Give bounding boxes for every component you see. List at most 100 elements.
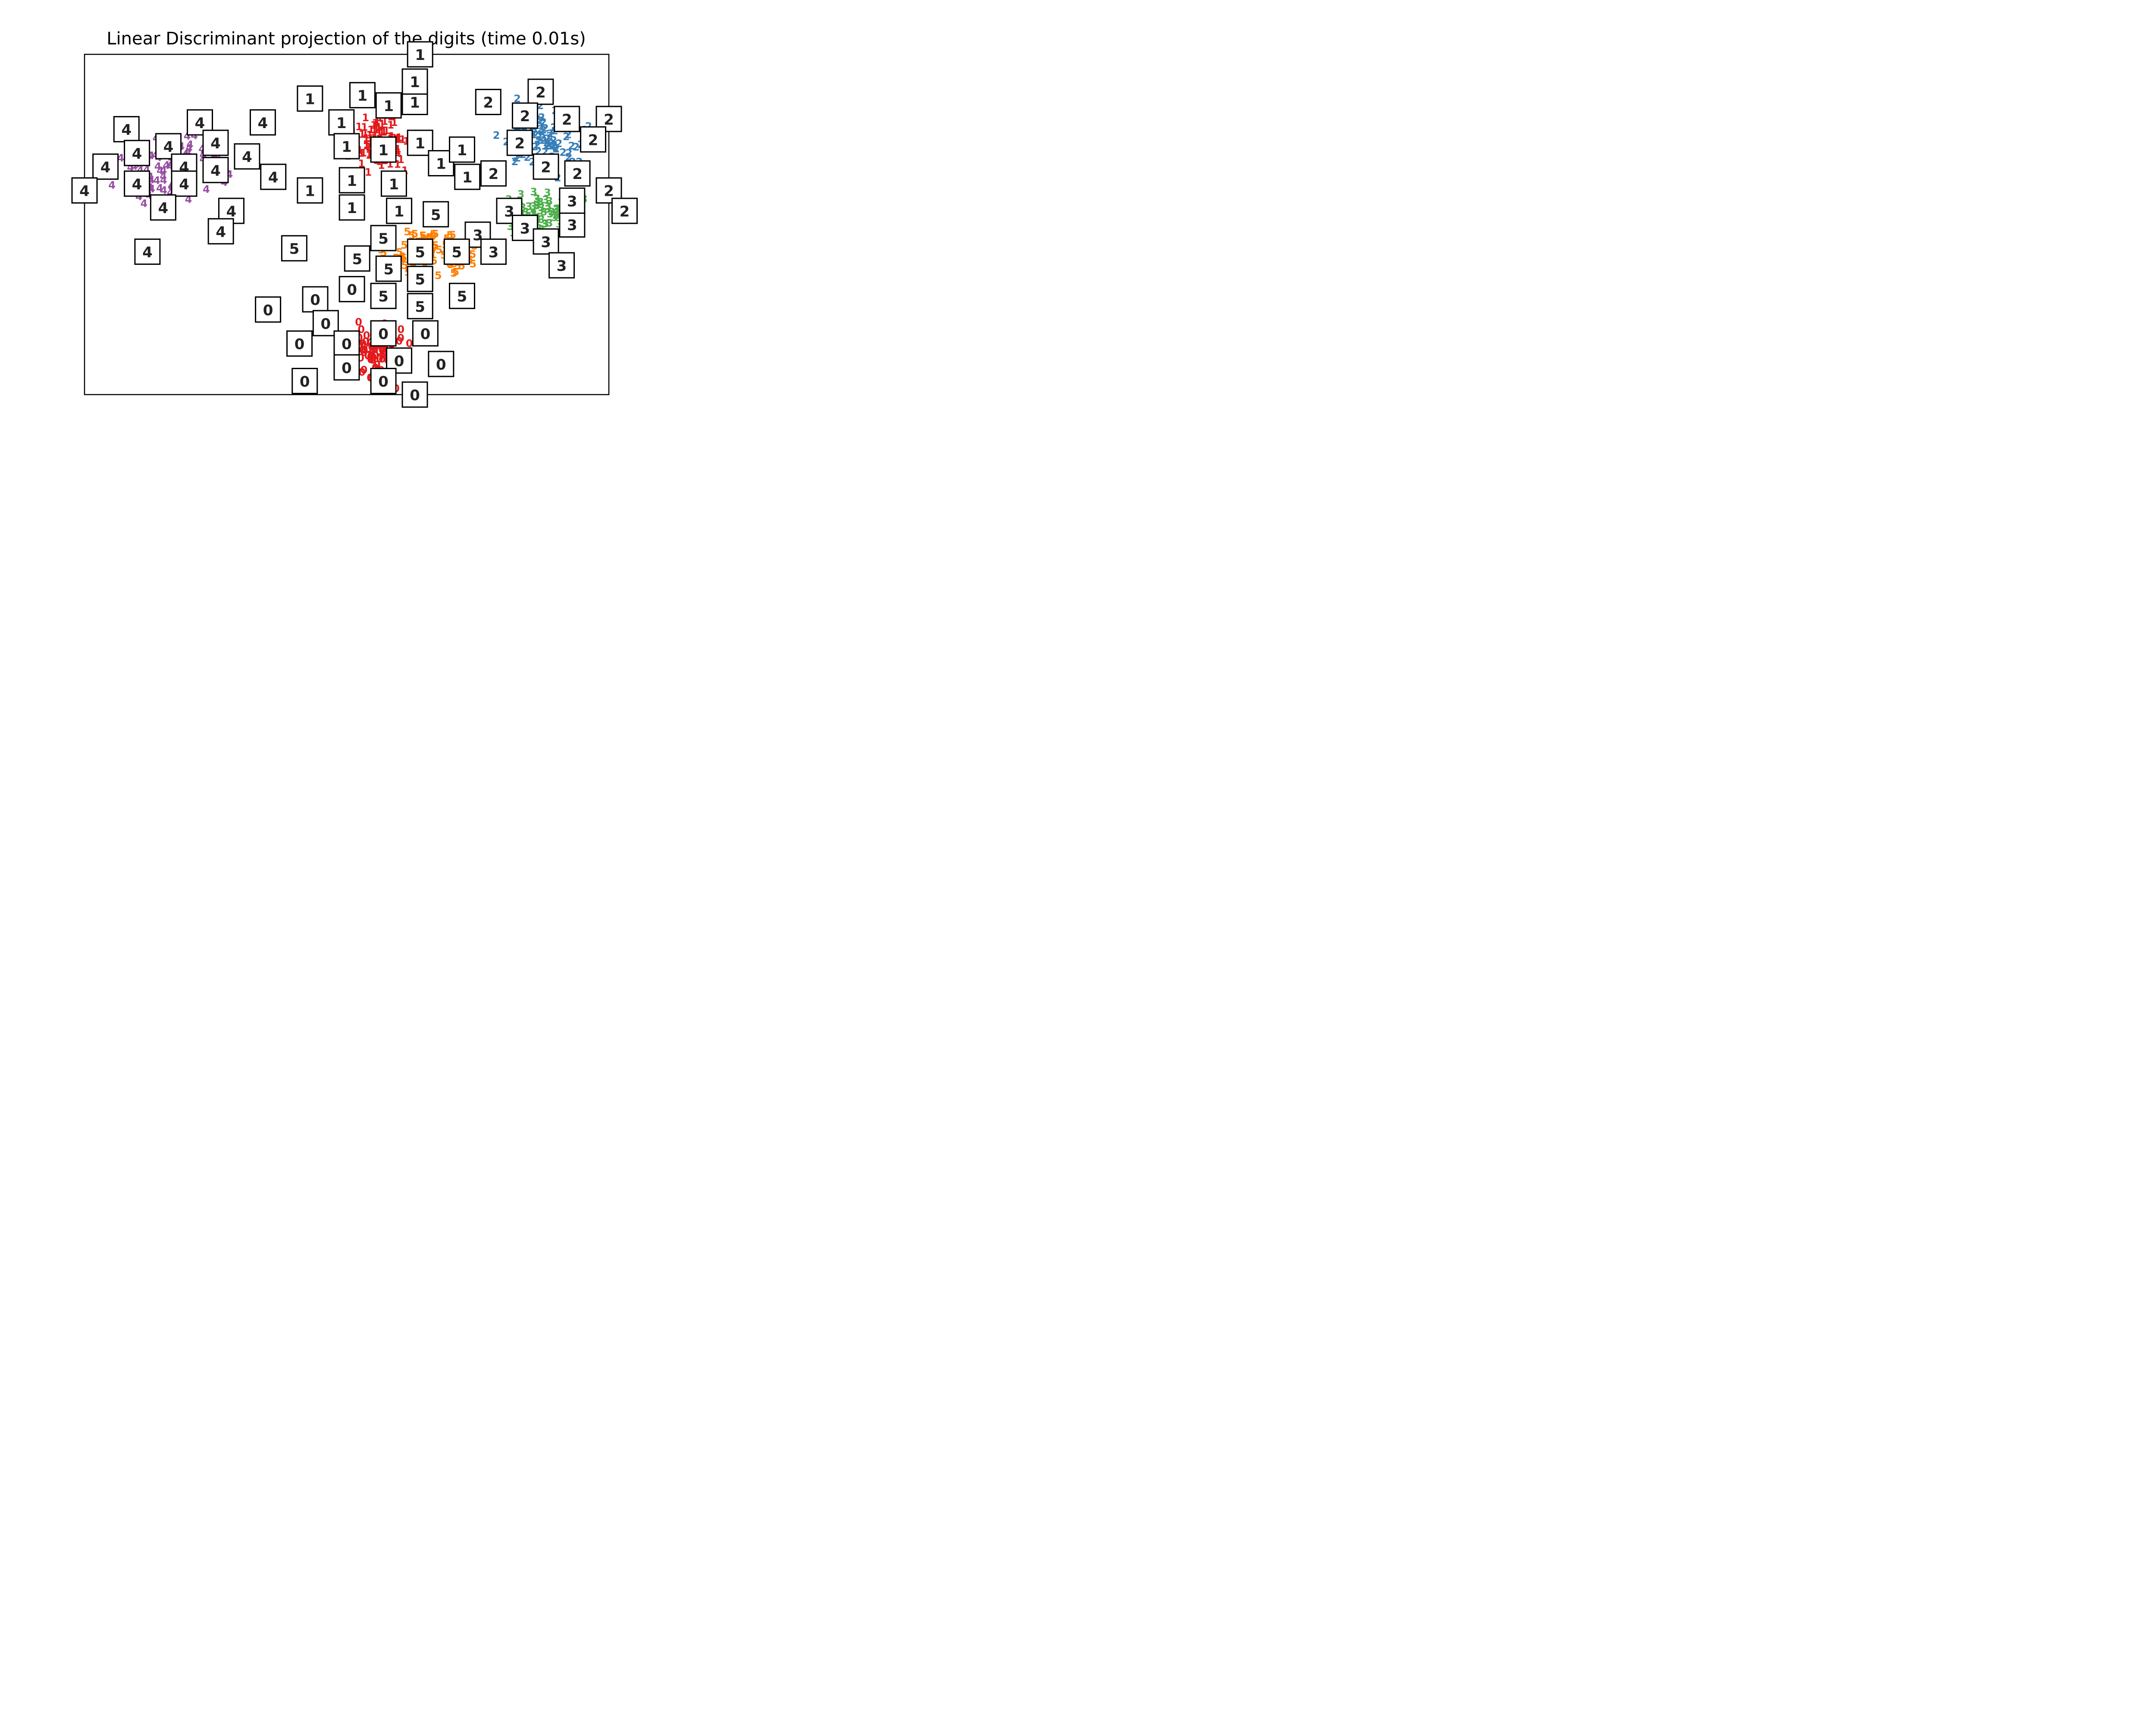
digit-point-3: 3 [537, 205, 544, 217]
digit-thumbnail-5: 5 [407, 266, 433, 292]
digit-thumbnail-0: 0 [370, 320, 397, 347]
digit-point-2: 2 [553, 143, 560, 155]
digit-point-2: 2 [568, 140, 575, 152]
thumbnail-digit-image: 5 [383, 261, 394, 278]
digit-point-0: 0 [365, 343, 372, 355]
digit-point-3: 3 [533, 200, 541, 212]
digit-point-2: 2 [531, 141, 539, 153]
thumbnail-frame [202, 129, 229, 156]
scatter-chart: Linear Discriminant projection of the di… [0, 0, 676, 451]
digit-point-3: 3 [533, 193, 541, 205]
digit-point-2: 2 [539, 132, 546, 144]
digit-thumbnail-0: 0 [412, 320, 439, 347]
thumbnail-frame [333, 133, 360, 160]
thumbnail-digit-image: 4 [268, 169, 279, 186]
thumbnail-frame [281, 235, 307, 262]
thumbnail-frame [564, 160, 591, 187]
digit-thumbnail-2: 2 [611, 198, 638, 224]
digit-point-3: 3 [542, 218, 549, 230]
digit-point-3: 3 [538, 213, 545, 226]
thumbnail-frame [454, 163, 481, 190]
thumbnail-digit-image: 1 [305, 183, 315, 200]
thumbnail-digit-image: 4 [210, 162, 221, 179]
thumbnail-digit-image: 0 [310, 292, 320, 309]
digit-point-2: 2 [543, 137, 550, 149]
digit-point-1: 1 [363, 135, 370, 147]
thumbnail-frame [255, 296, 282, 323]
digit-point-2: 2 [538, 125, 545, 138]
digit-point-4: 4 [186, 138, 194, 151]
digit-point-2: 2 [552, 141, 559, 154]
thumbnail-frame [386, 198, 413, 224]
digit-point-1: 1 [358, 158, 365, 170]
digit-point-5: 5 [400, 252, 407, 264]
digit-point-2: 2 [559, 146, 567, 158]
thumbnail-digit-image: 0 [321, 315, 331, 332]
digit-point-5: 5 [432, 239, 439, 251]
thumbnail-digit-image: 5 [352, 251, 362, 268]
thumbnail-digit-image: 2 [483, 94, 493, 111]
thumbnail-digit-image: 1 [378, 142, 389, 159]
digit-point-3: 3 [552, 210, 560, 222]
thumbnail-frame [380, 170, 407, 197]
thumbnail-frame [480, 160, 507, 187]
digit-thumbnail-0: 0 [333, 354, 360, 381]
thumbnail-digit-image: 1 [415, 135, 425, 152]
thumbnail-digit-image: 3 [489, 244, 499, 261]
digit-point-0: 0 [359, 344, 366, 356]
thumbnail-digit-image: 1 [389, 176, 399, 193]
thumbnail-digit-image: 0 [410, 387, 420, 404]
digit-point-0: 0 [376, 353, 383, 365]
digit-thumbnail-4: 4 [260, 163, 287, 190]
digit-point-3: 3 [533, 193, 540, 205]
digit-point-2: 2 [545, 140, 552, 152]
digit-thumbnail-2: 2 [527, 78, 554, 105]
thumbnail-frame [370, 282, 397, 309]
thumbnail-digit-image: 4 [216, 223, 226, 241]
thumbnail-frame [533, 228, 559, 255]
digit-point-2: 2 [493, 129, 500, 141]
digit-point-1: 1 [399, 133, 406, 145]
digit-thumbnail-1: 1 [449, 136, 476, 163]
thumbnail-frame [611, 198, 638, 224]
digit-point-2: 2 [548, 138, 555, 150]
thumbnail-frame [443, 238, 470, 265]
digit-thumbnail-5: 5 [407, 293, 433, 320]
digit-point-2: 2 [548, 140, 556, 152]
digit-point-5: 5 [404, 226, 411, 238]
digit-thumbnail-0: 0 [255, 296, 282, 323]
digit-thumbnail-0: 0 [338, 276, 365, 302]
thumbnail-frame [449, 136, 476, 163]
thumbnail-digit-image: 1 [357, 88, 368, 105]
digit-thumbnail-2: 2 [475, 88, 501, 115]
thumbnail-digit-image: 0 [342, 360, 352, 377]
thumbnail-frame [338, 194, 365, 221]
digit-thumbnail-4: 4 [249, 109, 276, 136]
digit-thumbnail-2: 2 [533, 153, 559, 180]
digit-point-3: 3 [530, 186, 537, 198]
digit-point-1: 1 [363, 138, 370, 151]
thumbnail-frame [234, 143, 260, 170]
thumbnail-frame [71, 177, 98, 204]
digit-point-0: 0 [395, 335, 403, 347]
thumbnail-digit-image: 4 [158, 200, 169, 217]
digit-thumbnail-4: 4 [202, 157, 229, 183]
thumbnail-frame [286, 330, 313, 357]
digit-point-5: 5 [469, 248, 476, 260]
digit-thumbnail-1: 1 [338, 194, 365, 221]
thumbnail-digit-image: 5 [415, 298, 425, 316]
digit-point-0: 0 [367, 351, 374, 363]
digit-point-2: 2 [544, 133, 551, 145]
thumbnail-digit-image: 2 [514, 135, 525, 152]
thumbnail-digit-image: 2 [489, 166, 499, 183]
thumbnail-digit-image: 4 [195, 115, 205, 132]
digit-point-4: 4 [141, 198, 148, 210]
thumbnail-frame [533, 153, 559, 180]
thumbnail-digit-image: 0 [378, 373, 389, 390]
digit-point-5: 5 [436, 244, 443, 256]
digit-point-0: 0 [360, 346, 368, 358]
thumbnail-frame [338, 167, 365, 194]
digit-thumbnail-5: 5 [375, 255, 402, 282]
digit-point-0: 0 [379, 353, 386, 365]
thumbnail-frame [124, 170, 150, 197]
